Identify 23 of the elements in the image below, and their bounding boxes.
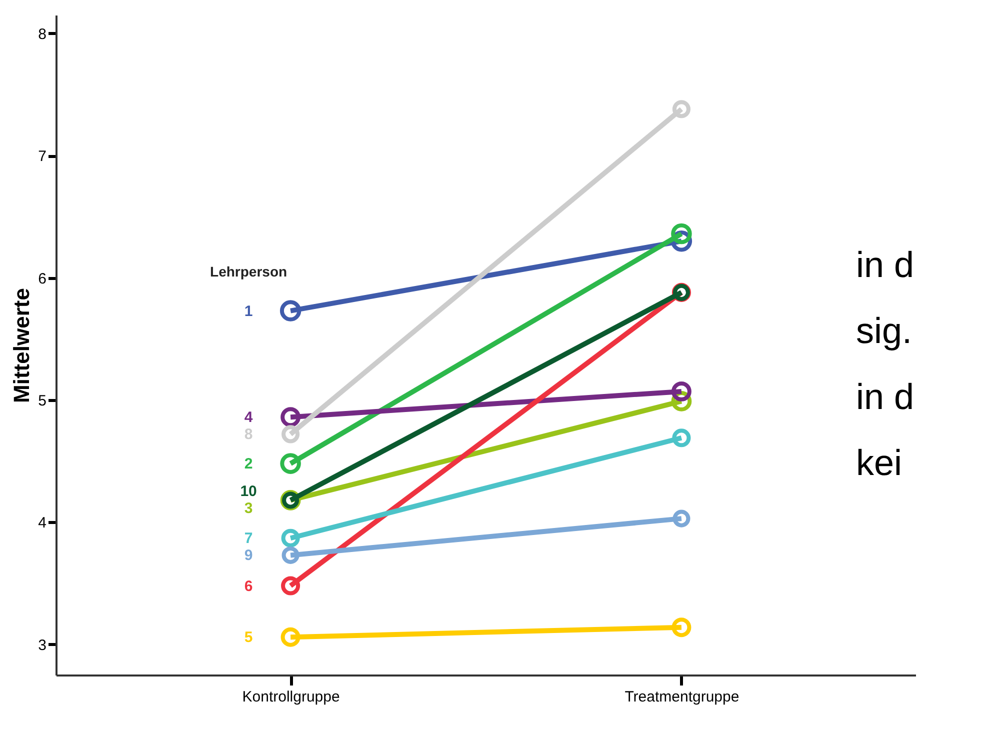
annotation: sig. [856,310,912,351]
annotation: in d [856,244,914,285]
y-axis-title: Mittelwerte [9,288,34,403]
y-tick-label: 4 [38,514,46,532]
annotation: kei [856,442,902,483]
x-tick-label: Treatmentgruppe [624,688,740,706]
y-tick-label: 5 [38,392,46,410]
series-label: 4 [244,409,254,426]
series-label: 10 [240,483,257,500]
text: 5 [244,629,253,646]
text: 6 [244,578,253,595]
annotation: in d [856,376,914,417]
y-tick-label: 8 [38,26,46,43]
legend-title: Lehrperson [210,263,288,280]
x-tick-label: Kontrollgruppe [242,688,340,706]
y-tick-label: 6 [38,270,46,288]
y-tick-label: 3 [38,636,46,654]
series-label: 1 [244,302,253,320]
text: 7 [244,530,253,548]
text: 9 [244,547,253,564]
series-label: 2 [244,456,253,473]
series-label: 3 [244,500,253,518]
y-tick-label: 7 [38,148,46,166]
